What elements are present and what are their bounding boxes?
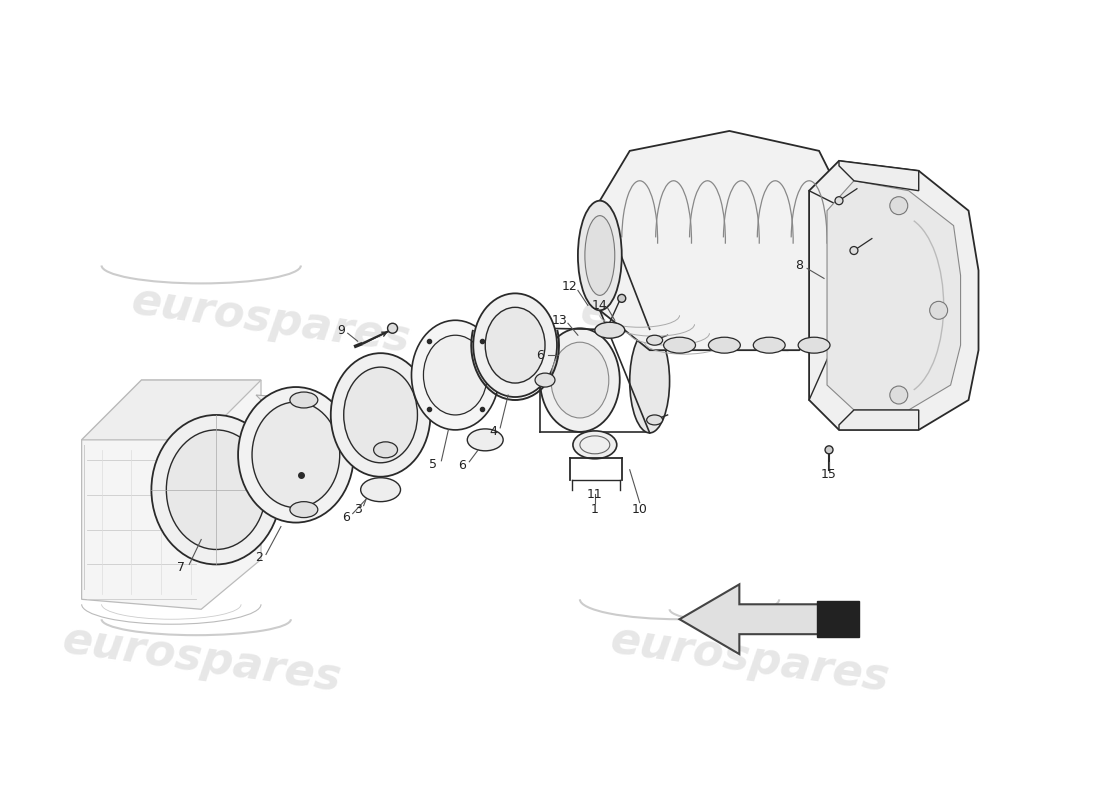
Ellipse shape — [343, 367, 418, 462]
Text: 1: 1 — [591, 503, 598, 516]
Polygon shape — [817, 602, 859, 637]
Ellipse shape — [890, 197, 908, 214]
Ellipse shape — [585, 216, 615, 295]
Ellipse shape — [595, 322, 625, 338]
Ellipse shape — [290, 392, 318, 408]
Polygon shape — [81, 380, 261, 440]
Ellipse shape — [243, 460, 279, 519]
Text: 12: 12 — [562, 280, 578, 293]
Ellipse shape — [573, 431, 617, 458]
Polygon shape — [810, 161, 979, 430]
Text: 6: 6 — [459, 459, 466, 472]
Ellipse shape — [647, 335, 662, 345]
Ellipse shape — [485, 307, 544, 383]
Text: 6: 6 — [342, 511, 350, 524]
Ellipse shape — [152, 415, 280, 565]
Text: 7: 7 — [177, 561, 185, 574]
Polygon shape — [81, 380, 261, 610]
Polygon shape — [680, 584, 820, 654]
Text: 4: 4 — [490, 426, 497, 438]
Text: eurospares: eurospares — [607, 618, 892, 700]
Text: 5: 5 — [429, 458, 438, 471]
Polygon shape — [839, 410, 918, 430]
Text: 15: 15 — [821, 468, 837, 482]
Text: 13: 13 — [552, 314, 568, 326]
Text: 2: 2 — [255, 551, 263, 564]
Ellipse shape — [663, 338, 695, 353]
Ellipse shape — [361, 478, 400, 502]
Ellipse shape — [424, 335, 487, 415]
Ellipse shape — [252, 402, 340, 508]
Ellipse shape — [799, 338, 830, 353]
Ellipse shape — [647, 415, 662, 425]
Ellipse shape — [535, 373, 556, 387]
Polygon shape — [600, 131, 849, 350]
Ellipse shape — [850, 246, 858, 254]
Ellipse shape — [290, 502, 318, 518]
Ellipse shape — [374, 442, 397, 458]
Text: eurospares: eurospares — [578, 290, 861, 371]
Ellipse shape — [468, 429, 503, 451]
Ellipse shape — [411, 320, 499, 430]
Ellipse shape — [708, 338, 740, 353]
Text: eurospares: eurospares — [129, 279, 414, 361]
Text: 8: 8 — [795, 259, 803, 272]
Text: 9: 9 — [337, 324, 344, 337]
Text: 6: 6 — [536, 349, 544, 362]
Ellipse shape — [238, 387, 354, 522]
Text: 14: 14 — [592, 299, 607, 312]
Ellipse shape — [930, 302, 947, 319]
Text: 10: 10 — [631, 503, 648, 516]
Ellipse shape — [540, 328, 619, 432]
Ellipse shape — [618, 294, 626, 302]
Ellipse shape — [835, 197, 843, 205]
Ellipse shape — [629, 330, 670, 433]
Ellipse shape — [578, 201, 621, 310]
Ellipse shape — [331, 353, 430, 477]
Text: 11: 11 — [587, 488, 603, 501]
Ellipse shape — [754, 338, 785, 353]
Ellipse shape — [473, 294, 557, 397]
Ellipse shape — [166, 430, 266, 550]
Ellipse shape — [890, 386, 908, 404]
Polygon shape — [839, 161, 918, 190]
Text: eurospares: eurospares — [59, 618, 343, 700]
Text: 3: 3 — [354, 503, 362, 516]
Ellipse shape — [825, 446, 833, 454]
Polygon shape — [256, 395, 321, 514]
Ellipse shape — [387, 323, 397, 334]
Polygon shape — [827, 181, 960, 410]
Ellipse shape — [551, 342, 608, 418]
